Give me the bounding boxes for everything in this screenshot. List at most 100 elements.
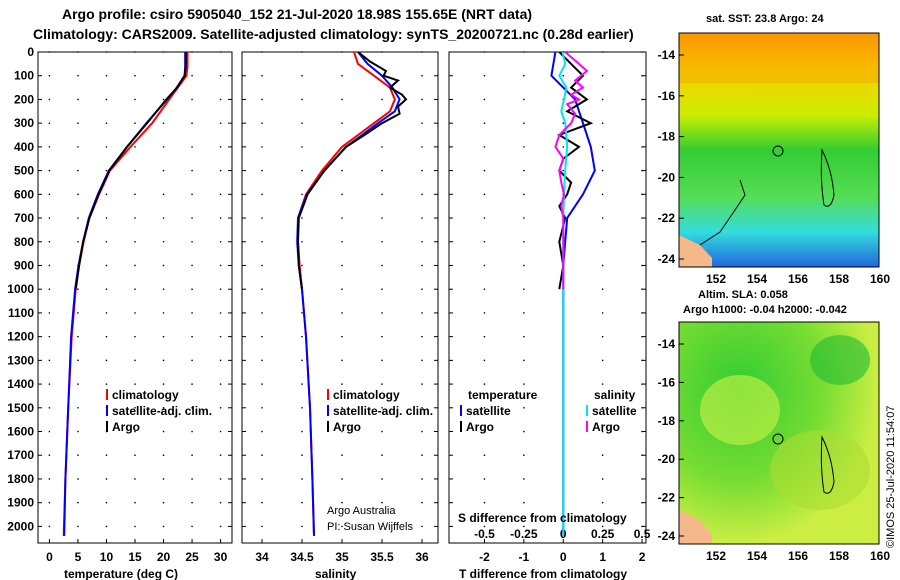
- grid-dot: [219, 264, 222, 267]
- grid-dot: [191, 288, 193, 290]
- grid-dot: [523, 501, 525, 504]
- depth-tick-label: 1000: [7, 282, 34, 296]
- grid-dot: [77, 454, 79, 457]
- grid-dot: [105, 454, 108, 457]
- depth-tick-label: 500: [14, 164, 34, 178]
- grid-dot: [191, 169, 193, 172]
- depth-tick-label: 1300: [7, 353, 34, 367]
- grid-dot: [381, 383, 383, 385]
- grid-dot: [162, 240, 165, 243]
- x-tick-label: 34.5: [290, 550, 314, 564]
- grid-dot: [523, 454, 525, 457]
- legend-label: climatology: [112, 388, 179, 402]
- series-line-satellite-adj-clim-: [63, 52, 187, 536]
- land-australia: [679, 510, 712, 544]
- grid-dot: [191, 240, 193, 243]
- grid-dot: [562, 122, 565, 124]
- grid-dot: [601, 478, 604, 480]
- grid-dot: [483, 430, 486, 433]
- grid-dot: [77, 312, 79, 314]
- map-lat-tick: -24: [658, 252, 676, 266]
- map-lat-tick: -24: [658, 529, 676, 543]
- grid-dot: [381, 288, 383, 290]
- grid-dot: [381, 478, 383, 480]
- grid-dot: [341, 122, 343, 124]
- map-lat-tick: -22: [658, 491, 676, 505]
- grid-dot: [562, 74, 565, 77]
- legend-label: satellite: [466, 404, 511, 418]
- depth-tick-label: 300: [14, 116, 34, 130]
- grid-dot: [191, 335, 193, 338]
- sla-patch: [700, 375, 780, 445]
- grid-dot: [105, 288, 108, 290]
- x-top-tick-label: 0.25: [591, 527, 615, 541]
- map-lon-tick: 154: [747, 549, 767, 563]
- grid-dot: [341, 430, 343, 433]
- legend-swatch-clim: [327, 389, 329, 400]
- x-tick-label: 35: [335, 550, 349, 564]
- x-tick-label: 36: [415, 550, 429, 564]
- temperature-xlabel: temperature (deg C): [64, 567, 178, 580]
- grid-dot: [483, 383, 486, 385]
- grid-dot: [162, 98, 165, 101]
- x-tick-label: 1: [599, 550, 606, 564]
- grid-dot: [261, 240, 263, 243]
- grid-dot: [421, 454, 423, 457]
- sla-map-title-1: Altim. SLA: 0.058: [698, 289, 788, 301]
- grid-dot: [134, 169, 136, 172]
- grid-dot: [191, 454, 193, 457]
- map-lon-tick: 152: [706, 272, 726, 286]
- grid-dot: [105, 51, 108, 53]
- grid-dot: [105, 146, 108, 148]
- grid-dot: [162, 478, 165, 480]
- grid-dot: [483, 217, 486, 219]
- x-top-tick-label: -0.25: [510, 527, 538, 541]
- grid-dot: [523, 217, 525, 219]
- grid-dot: [162, 74, 165, 77]
- grid-dot: [421, 312, 423, 314]
- sst-warm-band: [679, 33, 879, 83]
- grid-dot: [134, 501, 136, 504]
- grid-dot: [191, 383, 193, 385]
- grid-dot: [77, 169, 79, 172]
- grid-dot: [48, 217, 51, 219]
- depth-tick-label: 1200: [7, 330, 34, 344]
- grid-dot: [341, 74, 343, 77]
- depth-tick-label: 700: [14, 211, 34, 225]
- grid-dot: [48, 501, 51, 504]
- grid-dot: [105, 169, 108, 172]
- x-tick-label: 0: [46, 550, 53, 564]
- grid-dot: [601, 51, 604, 53]
- grid-dot: [381, 430, 383, 433]
- grid-dot: [341, 525, 343, 528]
- grid-dot: [105, 240, 108, 243]
- grid-dot: [341, 383, 343, 385]
- argo-float-marker: [772, 433, 784, 445]
- grid-dot: [341, 98, 343, 101]
- grid-dot: [219, 359, 222, 362]
- grid-dot: [562, 146, 565, 148]
- grid-dot: [483, 193, 486, 196]
- grid-dot: [421, 501, 423, 504]
- map-lon-tick: 154: [747, 272, 767, 286]
- depth-tick-label: 2000: [7, 519, 34, 533]
- grid-dot: [134, 288, 136, 290]
- grid-dot: [48, 525, 51, 528]
- x-tick-label: 5: [75, 550, 82, 564]
- legend-label: satellite-adj. clim.: [333, 404, 433, 418]
- sst-map-title: sat. SST: 23.8 Argo: 24: [706, 13, 824, 25]
- grid-dot: [191, 359, 193, 362]
- title-line-1: Argo profile: csiro 5905040_152 21-Jul-2…: [62, 6, 533, 22]
- grid-dot: [219, 74, 222, 77]
- grid-dot: [77, 288, 79, 290]
- depth-tick-label: 1100: [8, 306, 34, 320]
- grid-dot: [523, 169, 525, 172]
- grid-dot: [162, 383, 165, 385]
- depth-tick-label: 100: [14, 69, 34, 83]
- legend-swatch-clim: [106, 389, 108, 400]
- grid-dot: [261, 74, 263, 77]
- grid-dot: [301, 454, 303, 457]
- grid-dot: [191, 525, 193, 528]
- grid-dot: [261, 359, 263, 362]
